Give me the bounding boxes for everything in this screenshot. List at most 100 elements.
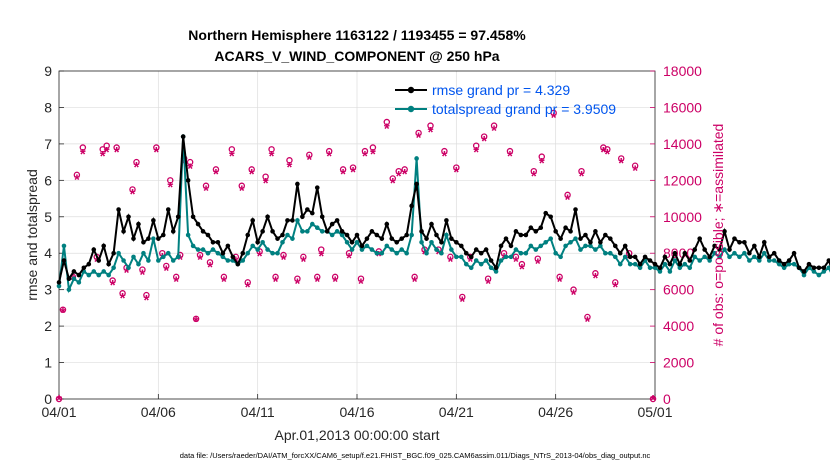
obs-assimilated-marker: * — [269, 148, 275, 165]
obs-assimilated-marker: * — [130, 186, 136, 203]
series-point — [637, 265, 643, 271]
series-point — [369, 247, 375, 252]
series-point — [761, 239, 767, 245]
obs-assimilated-marker: * — [350, 164, 356, 181]
obs-possible-marker — [484, 275, 492, 282]
obs-assimilated-marker: * — [390, 175, 396, 192]
series-point — [593, 229, 598, 234]
series-point — [106, 272, 111, 278]
obs-possible-marker — [228, 146, 236, 153]
series-point — [707, 258, 712, 263]
series-point — [533, 229, 539, 234]
series-point — [454, 239, 459, 245]
series-point — [290, 236, 295, 241]
series-point — [732, 236, 737, 241]
series-point — [771, 250, 777, 256]
obs-assimilated-marker: * — [632, 162, 638, 179]
series-point — [66, 276, 72, 282]
series-point — [285, 232, 290, 238]
series-point — [121, 258, 126, 263]
obs-assimilated-marker: * — [239, 182, 245, 199]
x-tick-label: 04/21 — [439, 404, 474, 420]
series-point — [210, 239, 216, 245]
series-point — [796, 265, 802, 271]
series-point — [344, 239, 350, 245]
obs-count-markers: ********************* *******************… — [55, 110, 657, 409]
series-point — [573, 236, 578, 241]
series-point — [314, 225, 320, 231]
series-point — [240, 258, 246, 263]
y-axis-left: 0 1 2 3 4 5 6 7 8 9 — [44, 63, 64, 407]
legend-marker-totalspread — [407, 105, 415, 113]
x-tick-label: 05/01 — [637, 404, 672, 420]
series-point — [314, 185, 320, 190]
series-point — [583, 232, 588, 238]
obs-possible-marker — [411, 273, 418, 281]
series-point — [459, 243, 464, 249]
obs-possible-marker — [163, 262, 170, 270]
obs-possible-marker — [472, 142, 480, 149]
series-point — [632, 254, 638, 260]
obs-possible-marker — [286, 157, 293, 164]
obs-possible-marker — [369, 144, 377, 151]
series-point — [657, 269, 663, 274]
obs-assimilated-marker: * — [287, 159, 293, 176]
series-point — [185, 178, 191, 183]
obs-assimilated-marker: * — [346, 250, 352, 267]
obs-possible-marker — [349, 164, 357, 171]
obs-possible-marker — [383, 118, 391, 126]
series-point — [210, 247, 216, 252]
y-left-tick-label: 3 — [44, 282, 52, 298]
series-point — [156, 258, 161, 263]
series-point — [215, 250, 221, 256]
obs-assimilated-marker: * — [294, 275, 300, 292]
obs-assimilated-marker: * — [314, 274, 320, 291]
series-point — [826, 265, 830, 271]
series-point — [334, 218, 340, 223]
series-point — [548, 214, 553, 220]
series-point — [359, 247, 365, 252]
obs-possible-marker — [459, 293, 466, 301]
series-point — [786, 258, 792, 263]
obs-possible-marker — [280, 251, 287, 259]
series-point — [622, 254, 628, 260]
series-point — [652, 265, 658, 271]
series-point — [617, 261, 623, 267]
obs-assimilated-marker: * — [56, 392, 62, 409]
obs-assimilated-marker: * — [507, 148, 513, 165]
obs-assimilated-marker: * — [376, 248, 382, 265]
obs-possible-marker — [447, 253, 454, 261]
series-point — [553, 229, 558, 234]
obs-assimilated-marker: * — [318, 248, 324, 265]
series-point — [56, 283, 62, 289]
obs-possible-marker — [143, 291, 150, 299]
obs-assimilated-marker: * — [263, 175, 269, 192]
obs-possible-marker — [55, 395, 63, 403]
obs-possible-marker — [357, 275, 365, 282]
series-point — [498, 258, 504, 263]
series-point — [593, 247, 598, 252]
series-point — [280, 239, 285, 245]
series-point — [439, 250, 444, 256]
series-point — [185, 232, 191, 238]
series-point — [399, 247, 405, 252]
series-point — [349, 239, 355, 245]
y-left-tick-label: 4 — [44, 245, 52, 261]
series-point — [454, 254, 459, 260]
obs-possible-marker — [612, 279, 619, 286]
series-point — [389, 236, 395, 241]
series-point — [473, 258, 479, 263]
series-point — [96, 272, 102, 278]
obs-assimilated-marker: * — [362, 148, 368, 165]
obs-possible-marker — [202, 182, 210, 190]
obs-assimilated-marker: * — [74, 172, 80, 189]
obs-assimilated-marker: * — [402, 166, 408, 183]
series-point — [404, 232, 409, 238]
series-point — [563, 225, 568, 231]
series-point — [667, 261, 673, 267]
obs-possible-marker — [103, 142, 110, 149]
series-point — [146, 258, 151, 263]
obs-assimilated-marker: * — [300, 254, 306, 271]
series-point — [667, 269, 673, 274]
obs-possible-marker — [212, 166, 220, 173]
